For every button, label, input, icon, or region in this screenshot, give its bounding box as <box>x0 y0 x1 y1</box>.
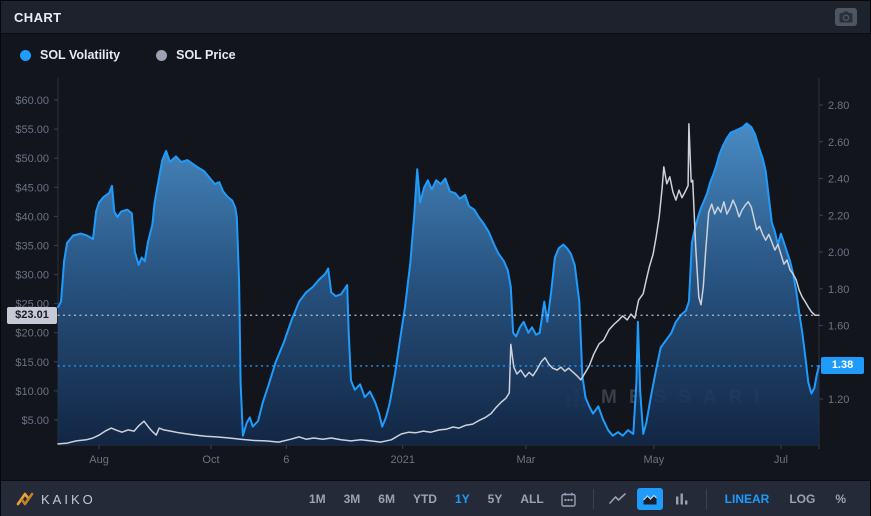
svg-text:2.40: 2.40 <box>828 174 849 186</box>
svg-text:2.60: 2.60 <box>828 137 849 149</box>
right-axis-labels: 2.80 2.60 2.40 2.20 2.00 1.80 1.60 1.20 <box>819 100 849 406</box>
svg-text:$15.00: $15.00 <box>15 357 49 369</box>
kaiko-brand-text: KAIKO <box>41 491 96 507</box>
svg-text:$45.00: $45.00 <box>15 182 49 194</box>
svg-text:1.60: 1.60 <box>828 321 849 333</box>
range-button-5y[interactable]: 5Y <box>487 492 503 506</box>
volatility-area-fill <box>58 123 819 446</box>
range-button-6m[interactable]: 6M <box>378 492 395 506</box>
legend-item-sol-price[interactable]: SOL Price <box>156 48 236 62</box>
kaiko-logo-icon <box>16 492 34 506</box>
legend-item-sol-volatility[interactable]: SOL Volatility <box>20 48 120 62</box>
camera-icon <box>839 11 853 23</box>
svg-text:$35.00: $35.00 <box>15 240 49 252</box>
svg-text:$55.00: $55.00 <box>15 124 49 136</box>
price-series-dot <box>156 49 168 61</box>
kaiko-brand-link[interactable]: KAIKO <box>15 491 96 507</box>
current-volatility-badge: 1.38 <box>821 357 864 374</box>
line-chart-icon <box>609 493 626 504</box>
range-button-1m[interactable]: 1M <box>308 492 326 506</box>
page-title: CHART <box>14 9 62 25</box>
svg-text:6: 6 <box>283 454 289 466</box>
svg-text:$40.00: $40.00 <box>15 211 49 223</box>
top-bar: CHART <box>1 1 870 34</box>
range-selector: 1M 3M 6M YTD 1Y 5Y ALL <box>300 488 553 510</box>
svg-text:2021: 2021 <box>390 454 414 466</box>
current-price-badge: $23.01 <box>7 307 57 324</box>
scale-log-button[interactable]: LOG <box>789 492 816 506</box>
range-button-3m[interactable]: 3M <box>343 492 361 506</box>
toolbar-divider <box>705 489 707 509</box>
chart-type-area-button[interactable] <box>636 488 663 510</box>
price-volatility-chart[interactable]: $60.00 $55.00 $50.00 $45.00 $40.00 $35.00 $30.… <box>1 35 871 480</box>
svg-text:$5.00: $5.00 <box>21 415 49 427</box>
price-series-line <box>57 123 820 445</box>
scale-percent-button[interactable]: % <box>835 492 846 506</box>
svg-text:2.80: 2.80 <box>828 100 849 112</box>
svg-text:Mar: Mar <box>517 454 536 466</box>
svg-text:2.00: 2.00 <box>828 247 849 259</box>
bar-chart-icon <box>675 493 688 505</box>
legend-label: SOL Volatility <box>40 48 121 62</box>
scale-linear-button[interactable]: LINEAR <box>724 492 770 506</box>
chart-type-line-button[interactable] <box>605 488 631 510</box>
left-axis-labels: $60.00 $55.00 $50.00 $45.00 $40.00 $35.00 $30.… <box>15 95 58 427</box>
svg-text:$20.00: $20.00 <box>15 328 49 340</box>
range-button-1y[interactable]: 1Y <box>454 492 470 506</box>
area-chart-icon <box>642 494 657 504</box>
svg-text:2.20: 2.20 <box>828 210 849 222</box>
chart-panel: SOL Volatility SOL Price MESSARI $60.00$… <box>1 35 871 480</box>
svg-text:1.20: 1.20 <box>828 394 849 406</box>
svg-text:Oct: Oct <box>202 454 219 466</box>
toolbar-divider <box>592 489 594 509</box>
svg-text:$60.00: $60.00 <box>15 95 49 107</box>
svg-text:May: May <box>643 454 664 466</box>
volatility-series-dot <box>20 49 31 61</box>
chart-legend: SOL Volatility SOL Price <box>20 48 236 62</box>
x-axis-labels: Aug Oct 6 2021 Mar May Jul <box>89 445 820 466</box>
custom-date-range-button[interactable] <box>556 488 582 510</box>
bottom-toolbar: KAIKO 1M 3M 6M YTD 1Y 5Y ALL <box>1 480 870 516</box>
svg-text:$30.00: $30.00 <box>15 270 49 282</box>
svg-text:1.80: 1.80 <box>828 284 849 296</box>
screenshot-button[interactable] <box>835 8 857 26</box>
svg-text:Aug: Aug <box>89 454 109 466</box>
svg-text:Jul: Jul <box>774 454 788 466</box>
chart-type-bar-button[interactable] <box>669 488 695 510</box>
legend-label: SOL Price <box>176 48 236 62</box>
volatility-series-line <box>57 122 820 437</box>
range-button-ytd[interactable]: YTD <box>412 492 437 506</box>
svg-text:$50.00: $50.00 <box>15 153 49 165</box>
calendar-icon <box>561 492 576 507</box>
range-button-all[interactable]: ALL <box>520 492 544 506</box>
svg-text:$10.00: $10.00 <box>15 386 49 398</box>
